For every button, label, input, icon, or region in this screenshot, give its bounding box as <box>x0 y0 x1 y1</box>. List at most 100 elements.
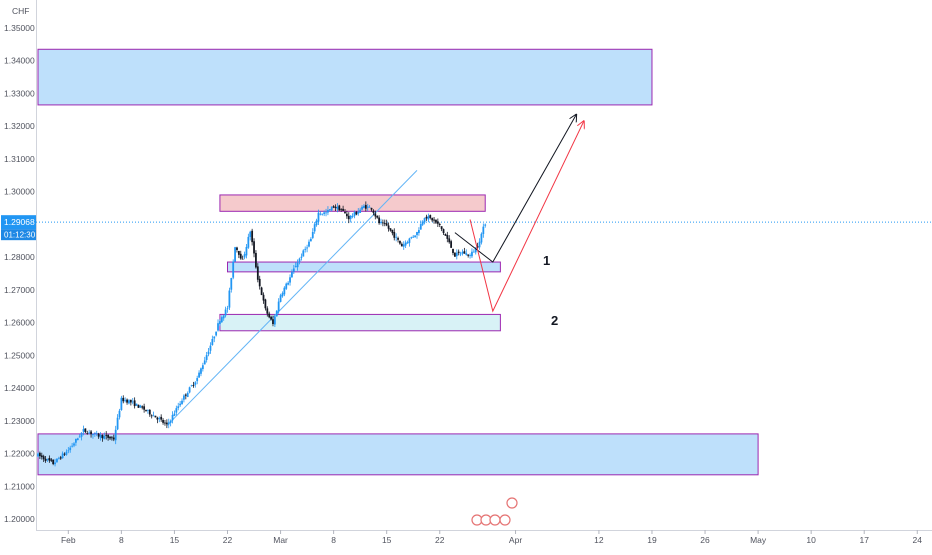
candle-body <box>122 397 125 402</box>
y-tick-label: 1.23000 <box>4 416 35 426</box>
x-tick-label: 15 <box>382 535 392 545</box>
candle-body <box>319 213 322 215</box>
candle-body <box>351 216 354 217</box>
candle-body <box>249 231 252 238</box>
y-tick-label: 1.35000 <box>4 23 35 33</box>
candle-body <box>52 459 55 465</box>
candle-body <box>224 309 227 316</box>
candle-body <box>86 433 89 435</box>
candle-body <box>200 368 202 374</box>
x-tick-label: 26 <box>700 535 710 545</box>
x-tick-label: 10 <box>806 535 816 545</box>
candle-body <box>363 205 365 208</box>
candle-body <box>194 382 197 385</box>
y-tick-label: 1.31000 <box>4 154 35 164</box>
candle-body <box>219 321 221 324</box>
candle-body <box>323 212 326 214</box>
candle-body <box>152 415 155 417</box>
candle-body <box>139 405 142 408</box>
candle-body <box>116 417 119 430</box>
x-tick-label: 19 <box>647 535 657 545</box>
candle-body <box>442 229 445 234</box>
candle-body <box>175 408 178 413</box>
zone-resistance <box>37 48 653 106</box>
candle-body <box>325 212 327 214</box>
candle-body <box>399 240 401 244</box>
y-tick-label: 1.24000 <box>4 383 35 393</box>
candle-body <box>410 237 413 239</box>
candle-body <box>37 453 39 457</box>
candle-body <box>478 241 481 248</box>
candle-body <box>427 216 430 220</box>
candle-body <box>239 253 242 259</box>
candle-body <box>472 251 475 253</box>
candle-body <box>421 221 424 225</box>
candle-body <box>292 268 295 272</box>
candle-body <box>277 301 280 312</box>
candle-body <box>258 278 261 287</box>
candle-body <box>444 233 447 236</box>
candle-body <box>71 445 74 447</box>
candle-body <box>177 406 180 409</box>
x-tick-label: Mar <box>273 535 288 545</box>
candle-body <box>298 258 301 263</box>
candle-body <box>105 435 108 436</box>
candle-body <box>435 219 437 223</box>
x-tick-label: 8 <box>119 535 124 545</box>
candle-body <box>167 422 170 425</box>
candle-body <box>160 416 163 420</box>
candle-body <box>103 436 106 440</box>
candle-body <box>454 252 456 257</box>
candle-body <box>198 372 200 378</box>
candle-body <box>186 392 189 398</box>
candle-body <box>247 236 250 248</box>
candle-body <box>107 435 110 438</box>
candle-body <box>90 431 92 435</box>
candle-body <box>438 224 441 225</box>
candle-body <box>270 316 272 320</box>
candle-body <box>215 331 218 336</box>
candle-body <box>112 437 115 440</box>
candle-body <box>471 251 473 257</box>
candle-body <box>114 429 117 441</box>
candle-body <box>184 394 187 396</box>
candle-body <box>370 207 373 210</box>
candle-body <box>391 229 394 234</box>
candle-body <box>381 222 384 224</box>
candle-body <box>137 404 140 408</box>
x-tick-label: Feb <box>61 535 76 545</box>
candle-body <box>446 235 449 239</box>
candle-body <box>465 253 468 255</box>
y-tick-label: 1.27000 <box>4 285 35 295</box>
candle-body <box>207 351 210 355</box>
candle-body <box>423 218 426 223</box>
x-tick-label: 17 <box>859 535 869 545</box>
candle-body <box>450 241 453 248</box>
candle-body <box>38 452 41 457</box>
candle-body <box>169 420 172 423</box>
candle-body <box>404 242 407 246</box>
candle-body <box>385 223 388 226</box>
candle-body <box>357 211 360 214</box>
candle-body <box>44 458 47 462</box>
candle-body <box>459 253 462 255</box>
candle-body <box>63 453 66 455</box>
candle-body <box>480 233 483 243</box>
candle-body <box>237 250 240 255</box>
candle-body <box>203 360 206 365</box>
candle-body <box>88 432 91 434</box>
zone-resistance <box>219 194 486 212</box>
event-marker-icon <box>506 497 518 509</box>
candle-body <box>272 319 274 325</box>
y-tick-label: 1.25000 <box>4 350 35 360</box>
candle-body <box>101 434 104 439</box>
candle-body <box>467 254 470 256</box>
candle-body <box>321 213 324 215</box>
candle-body <box>158 418 161 419</box>
candle-body <box>431 218 434 221</box>
candle-body <box>255 252 257 268</box>
candle-body <box>342 208 344 211</box>
candle-body <box>80 432 83 437</box>
